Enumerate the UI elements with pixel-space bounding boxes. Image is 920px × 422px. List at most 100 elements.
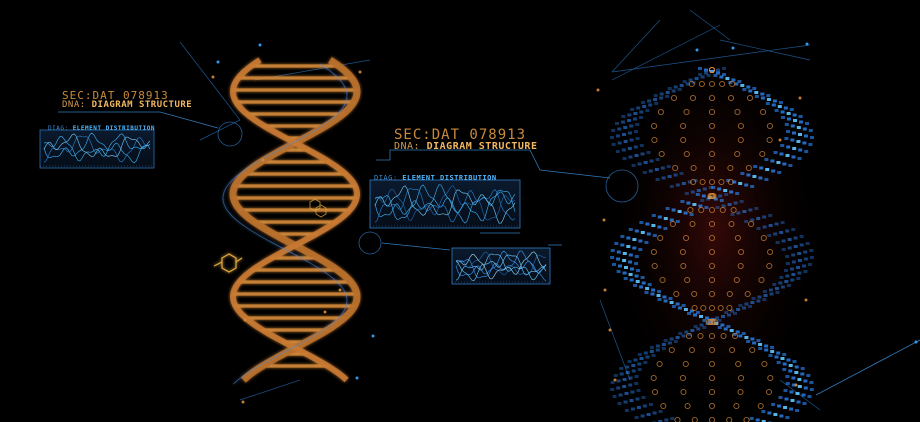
- strand-dot: [730, 309, 735, 313]
- strand-dot: [660, 166, 665, 170]
- ring: [744, 290, 751, 298]
- ring: [660, 402, 667, 410]
- strand-dot: [781, 116, 785, 119]
- strand-dot: [807, 395, 812, 398]
- strand-dot: [643, 361, 648, 364]
- strand-dot: [774, 355, 779, 359]
- strand-dot: [770, 350, 775, 353]
- strand-dot: [798, 115, 803, 118]
- strand-dot: [616, 134, 620, 138]
- ring: [767, 248, 774, 256]
- strand-dot: [751, 297, 756, 300]
- strand-dot: [784, 137, 789, 140]
- strand-dot: [685, 82, 690, 86]
- ring: [683, 108, 690, 116]
- strand-dot: [756, 339, 761, 342]
- strand-dot: [669, 301, 674, 304]
- right-dna-helix: [610, 66, 814, 422]
- ring: [708, 66, 716, 74]
- strand-dot: [646, 151, 651, 154]
- center-sec-code: SEC:DAT 078913: [394, 127, 527, 143]
- strand-dot: [756, 227, 761, 230]
- strand-dot: [612, 263, 616, 266]
- ring: [708, 374, 716, 382]
- particle: [695, 48, 699, 52]
- strand-dot: [631, 369, 636, 373]
- strand-dot: [611, 129, 616, 132]
- particles: [211, 42, 918, 404]
- ring: [743, 416, 750, 422]
- ring: [708, 276, 716, 284]
- strand-dot: [616, 270, 621, 273]
- ring: [727, 164, 734, 172]
- strand-dot: [778, 396, 783, 399]
- strand-dot: [639, 357, 644, 360]
- ring: [738, 248, 745, 256]
- strand-dot: [663, 227, 668, 230]
- strand-dot: [790, 138, 795, 142]
- strand-dot: [640, 276, 645, 279]
- strand-dot: [797, 378, 802, 381]
- strand-dot: [748, 305, 753, 308]
- strand-dot: [729, 190, 734, 194]
- strand-dot: [793, 245, 798, 248]
- strand-dot: [734, 82, 739, 86]
- strand-dot: [635, 137, 640, 140]
- strand-dot: [663, 339, 668, 342]
- strand-dot: [759, 166, 764, 170]
- ring: [698, 80, 705, 88]
- ring: [691, 416, 698, 422]
- strand-dot: [727, 203, 732, 206]
- strand-dot: [616, 379, 621, 383]
- strand-dot: [680, 200, 685, 203]
- strand-dot: [654, 168, 659, 171]
- left-graph-panel: [39, 129, 155, 169]
- strand-dot: [620, 235, 625, 238]
- strand-dot: [772, 99, 777, 103]
- left-panel-prefix: DIAG:: [48, 125, 69, 132]
- strand-dot: [753, 165, 758, 168]
- ring: [749, 346, 756, 354]
- strand-dot: [623, 400, 628, 404]
- strand-dot: [802, 141, 807, 145]
- ring: [726, 290, 733, 298]
- ring: [658, 150, 665, 158]
- strand-dot: [643, 161, 648, 164]
- strand-dot: [780, 110, 785, 114]
- strand-dot: [809, 256, 814, 259]
- strand-dot: [621, 120, 625, 124]
- ring: [708, 332, 716, 340]
- ring: [668, 346, 675, 354]
- waveform: [43, 135, 151, 163]
- strand-dot: [787, 238, 792, 241]
- strand-dot: [754, 95, 759, 98]
- ring: [766, 262, 773, 270]
- strand-dot: [744, 220, 749, 223]
- strand-dot: [634, 130, 638, 133]
- strand-dot: [780, 144, 785, 147]
- strand-dot: [628, 273, 633, 276]
- ring: [760, 108, 767, 116]
- strand-dot: [644, 241, 649, 244]
- strand-dot: [630, 390, 635, 394]
- strand-dot: [754, 207, 759, 210]
- strand-dot: [717, 187, 722, 191]
- ring: [684, 402, 691, 410]
- strand-dot: [758, 347, 763, 350]
- ring: [688, 346, 695, 354]
- ring: [761, 360, 768, 368]
- ring: [738, 374, 745, 382]
- strand-dot: [696, 327, 701, 331]
- strand-dot: [746, 340, 751, 343]
- strand-dot: [802, 127, 807, 131]
- strand-dot: [762, 225, 767, 229]
- ring: [700, 304, 707, 312]
- strand-dot: [651, 224, 656, 227]
- strand-dot: [610, 388, 615, 391]
- strand-dot: [782, 162, 787, 166]
- strand-dot: [684, 192, 689, 195]
- waveform: [455, 251, 546, 276]
- ring: [726, 304, 733, 312]
- strand-dot: [688, 78, 693, 82]
- strand-dot: [628, 253, 633, 257]
